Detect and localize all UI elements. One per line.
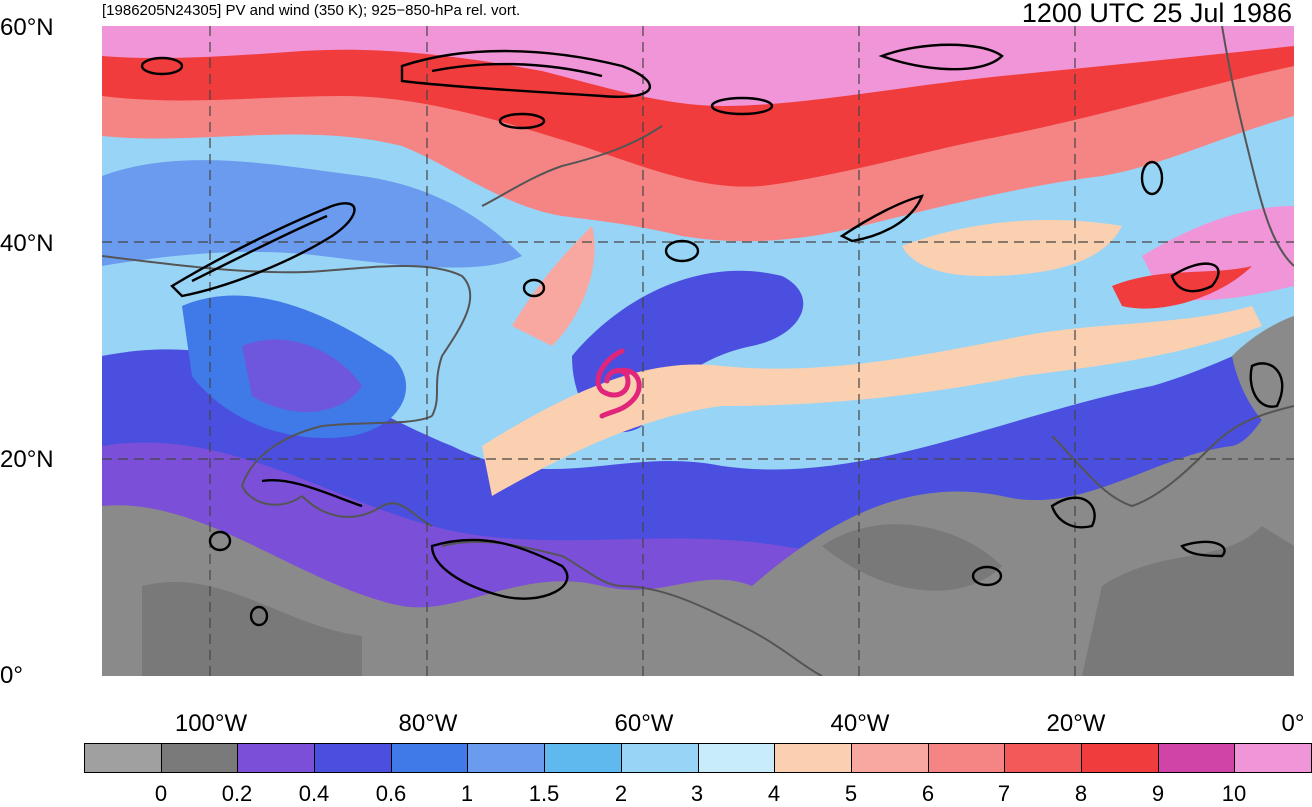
colorbar-segment (468, 744, 546, 772)
lon-label-80w: 80°W (398, 710, 458, 737)
colorbar-segment (775, 744, 852, 772)
colorbar-tick-label: 0.4 (298, 781, 330, 806)
lat-label-40n: 40°N (0, 230, 54, 257)
colorbar-segment (161, 744, 239, 772)
colorbar (84, 743, 1312, 773)
colorbar-segment (1005, 744, 1082, 772)
colorbar-segment (698, 744, 776, 772)
graticule (102, 26, 1294, 676)
colorbar-tick-label: 7 (997, 781, 1011, 806)
pv-region-east-gray (1232, 316, 1294, 446)
colorbar-tick-label: 5 (844, 781, 858, 806)
colorbar-segment (315, 744, 392, 772)
lon-label-60w: 60°W (614, 710, 674, 737)
map-timestamp: 1200 UTC 25 Jul 1986 (1021, 0, 1292, 28)
colorbar-tick-label: 0.2 (221, 781, 253, 806)
colorbar-segment (238, 744, 316, 772)
lon-label-40w: 40°W (830, 710, 890, 737)
colorbar-tick-label: 4 (767, 781, 781, 806)
pv-region-ridge-south (482, 306, 1262, 496)
lon-label-100w: 100°W (174, 710, 248, 737)
colorbar-tick-label: 0 (154, 781, 168, 806)
colorbar-tick-label: 1 (460, 781, 474, 806)
map-subtitle: [1986205N24305] PV and wind (350 K); 925… (102, 2, 521, 19)
colorbar-segment (391, 744, 469, 772)
colorbar-segment (1081, 744, 1159, 772)
colorbar-tick-label: 6 (921, 781, 935, 806)
colorbar-tick-label: 1.5 (528, 781, 560, 806)
lat-label-0: 0° (0, 662, 23, 689)
pv-region-ridge-tongue (512, 226, 595, 346)
colorbar-segment (928, 744, 1006, 772)
colorbar-segment (85, 744, 162, 772)
colorbar-tick-label: 0.6 (375, 781, 407, 806)
colorbar-tick-label: 2 (614, 781, 628, 806)
colorbar-segment (1158, 744, 1236, 772)
pv-region-darkgray-south (142, 524, 1294, 676)
colorbar-segment (1235, 744, 1311, 772)
pv-region-gulf-core (242, 339, 362, 413)
colorbar-tick-label: 3 (690, 781, 704, 806)
lat-label-60n: 60°N (0, 14, 54, 41)
pv-region-jet-magenta (102, 26, 1294, 106)
colorbar-tick-label: 9 (1151, 781, 1165, 806)
colorbar-tick-label: 10 (1221, 781, 1247, 806)
lat-label-20n: 20°N (0, 446, 54, 473)
pv-region-ridge-mid (902, 220, 1122, 276)
lon-label-0: 0° (1281, 710, 1305, 737)
colorbar-segment (621, 744, 699, 772)
coastlines (102, 26, 1294, 676)
tropical-storm-icon (595, 348, 642, 419)
pv-map (102, 26, 1294, 676)
colorbar-tick-label: 8 (1074, 781, 1088, 806)
vorticity-contours (140, 43, 1284, 627)
colorbar-segment (545, 744, 622, 772)
pv-region-gray-south (102, 356, 1294, 676)
lon-label-20w: 20°W (1046, 710, 1106, 737)
colorbar-segment (851, 744, 929, 772)
